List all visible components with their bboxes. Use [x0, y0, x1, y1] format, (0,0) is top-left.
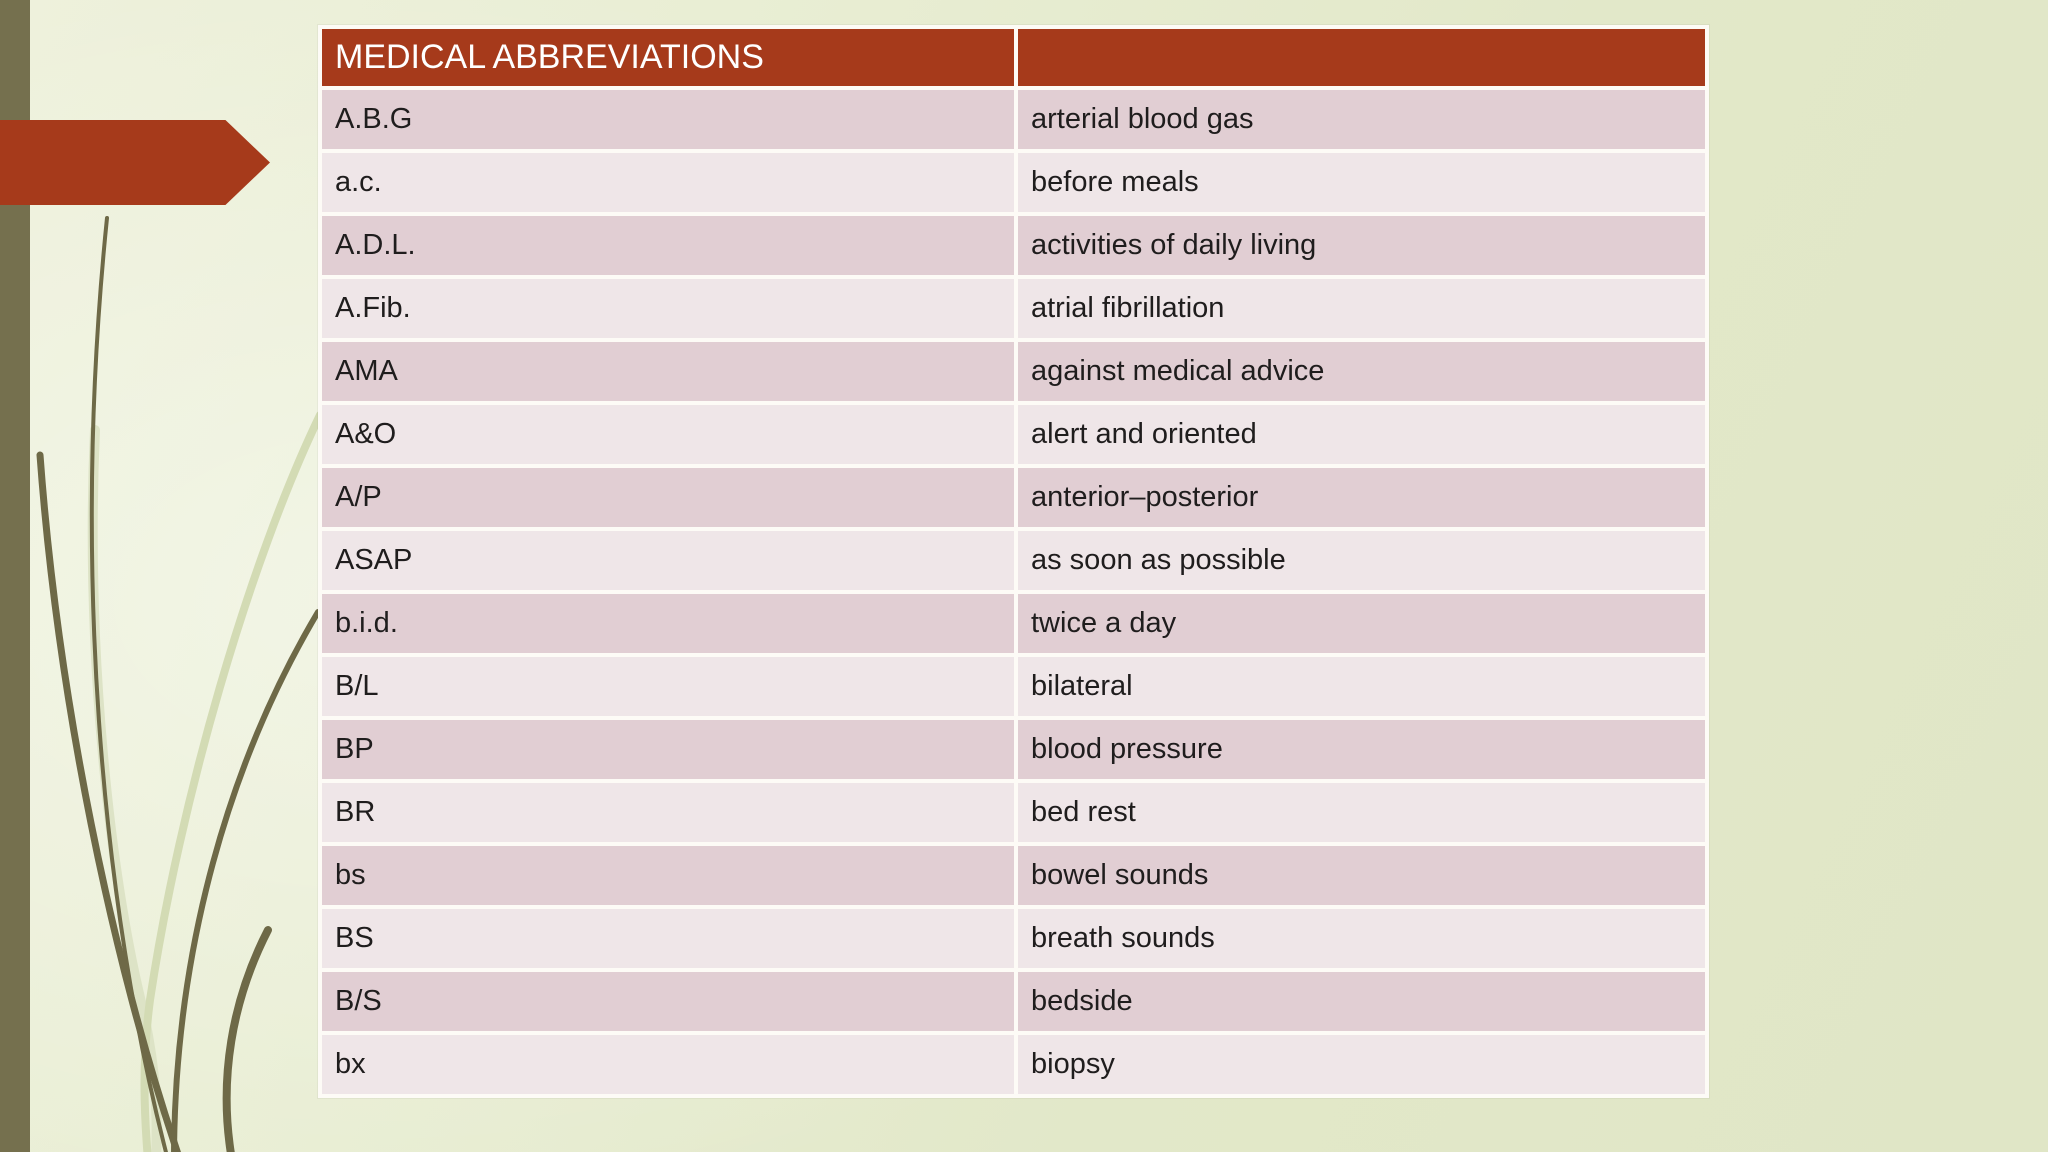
meaning-cell: activities of daily living	[1018, 216, 1705, 275]
table-row: BS breath sounds	[322, 909, 1705, 968]
abbreviation-cell: BR	[322, 783, 1014, 842]
meaning-cell: against medical advice	[1018, 342, 1705, 401]
table-header-empty	[1018, 29, 1705, 86]
abbreviation-cell: B/L	[322, 657, 1014, 716]
abbreviation-cell: a.c.	[322, 153, 1014, 212]
meaning-cell: breath sounds	[1018, 909, 1705, 968]
table-row: A/P anterior–posterior	[322, 468, 1705, 527]
grass-blade-dark-right	[171, 609, 321, 1152]
meaning-cell: blood pressure	[1018, 720, 1705, 779]
abbreviation-cell: A.Fib.	[322, 279, 1014, 338]
meaning-cell: bilateral	[1018, 657, 1705, 716]
abbreviation-cell: A.D.L.	[322, 216, 1014, 275]
meaning-cell: anterior–posterior	[1018, 468, 1705, 527]
meaning-cell: before meals	[1018, 153, 1705, 212]
table-row: B/S bedside	[322, 972, 1705, 1031]
meaning-cell: bowel sounds	[1018, 846, 1705, 905]
table-row: BR bed rest	[322, 783, 1705, 842]
abbreviation-cell: A.B.G	[322, 90, 1014, 149]
abbreviation-cell: bx	[322, 1035, 1014, 1094]
table-row: A.B.G arterial blood gas	[322, 90, 1705, 149]
meaning-cell: twice a day	[1018, 594, 1705, 653]
meaning-cell: atrial fibrillation	[1018, 279, 1705, 338]
table-row: A.D.L. activities of daily living	[322, 216, 1705, 275]
abbreviation-cell: ASAP	[322, 531, 1014, 590]
meaning-cell: bedside	[1018, 972, 1705, 1031]
meaning-cell: as soon as possible	[1018, 531, 1705, 590]
table-row: AMA against medical advice	[322, 342, 1705, 401]
grass-blade-dark-tall	[89, 216, 169, 1152]
abbreviation-cell: A&O	[322, 405, 1014, 464]
meaning-cell: alert and oriented	[1018, 405, 1705, 464]
abbreviation-cell: bs	[322, 846, 1014, 905]
table-row: A&O alert and oriented	[322, 405, 1705, 464]
grass-blade-dark-left	[36, 451, 182, 1152]
abbreviation-cell: b.i.d.	[322, 594, 1014, 653]
abbreviation-cell: A/P	[322, 468, 1014, 527]
right-arrow-pointer-icon	[0, 120, 270, 205]
meaning-cell: biopsy	[1018, 1035, 1705, 1094]
meaning-cell: bed rest	[1018, 783, 1705, 842]
abbreviation-cell: BS	[322, 909, 1014, 968]
meaning-cell: arterial blood gas	[1018, 90, 1705, 149]
table-row: bx biopsy	[322, 1035, 1705, 1094]
abbreviation-cell: B/S	[322, 972, 1014, 1031]
table-row: BP blood pressure	[322, 720, 1705, 779]
table-row: ASAP as soon as possible	[322, 531, 1705, 590]
table-row: a.c. before meals	[322, 153, 1705, 212]
table-header-title: MEDICAL ABBREVIATIONS	[322, 29, 1014, 86]
abbreviation-cell: AMA	[322, 342, 1014, 401]
table-row: b.i.d. twice a day	[322, 594, 1705, 653]
table-row: bs bowel sounds	[322, 846, 1705, 905]
table-header-row: MEDICAL ABBREVIATIONS	[322, 29, 1705, 86]
abbreviation-cell: BP	[322, 720, 1014, 779]
grass-blade-dark-short	[222, 926, 272, 1152]
table-row: A.Fib. atrial fibrillation	[322, 279, 1705, 338]
medical-abbreviations-table: MEDICAL ABBREVIATIONS A.B.G arterial bloo…	[318, 25, 1709, 1098]
grass-blade-light-front	[140, 411, 324, 1152]
table-row: B/L bilateral	[322, 657, 1705, 716]
